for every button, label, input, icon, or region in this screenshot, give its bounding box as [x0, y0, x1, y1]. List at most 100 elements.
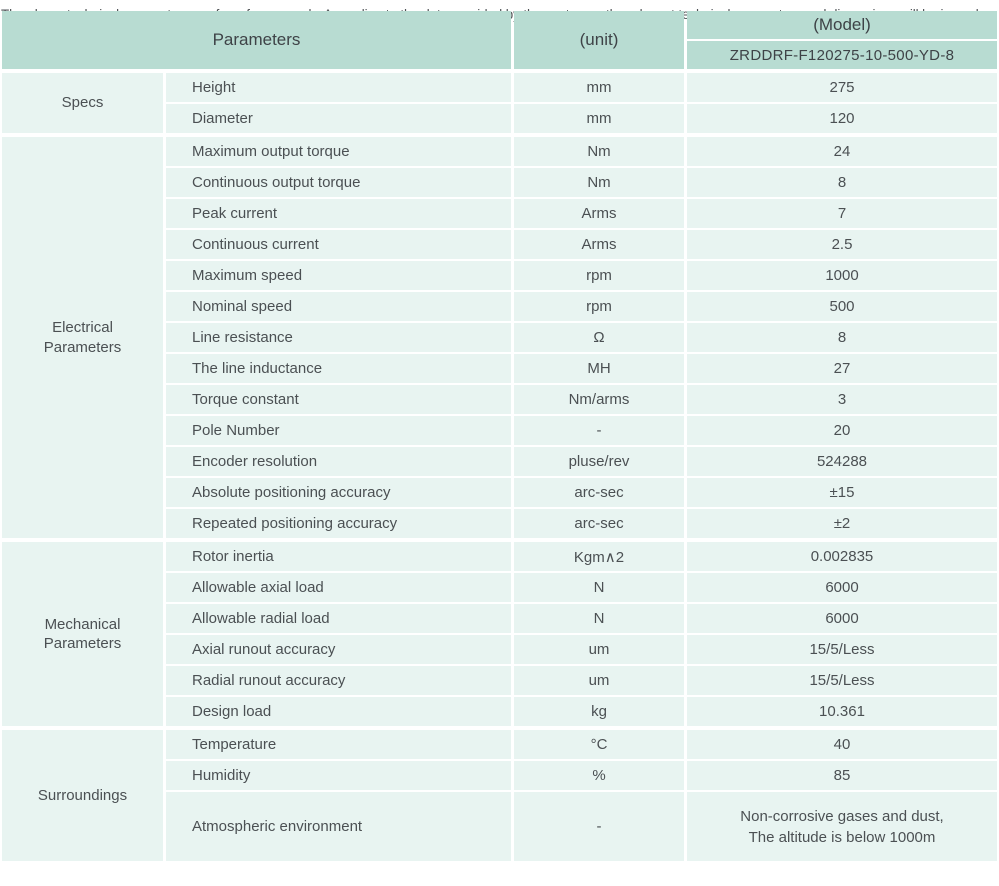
param-name: Atmospheric environment [166, 792, 511, 861]
param-value: 8 [687, 323, 997, 352]
param-name: Continuous current [166, 230, 511, 259]
table-row: Maximum speed rpm 1000 [166, 261, 997, 290]
header-parameters: Parameters [2, 11, 511, 69]
param-name: Humidity [166, 761, 511, 790]
param-unit: Nm [514, 137, 684, 166]
param-name: Rotor inertia [166, 542, 511, 571]
param-unit: mm [514, 73, 684, 102]
param-unit: N [514, 573, 684, 602]
section-label: Surroundings [2, 730, 163, 861]
param-unit: Kgm∧2 [514, 542, 684, 571]
param-unit: arc-sec [514, 509, 684, 538]
param-unit: mm [514, 104, 684, 133]
param-unit: arc-sec [514, 478, 684, 507]
param-name: Height [166, 73, 511, 102]
param-value: 27 [687, 354, 997, 383]
param-name: Continuous output torque [166, 168, 511, 197]
param-value: 6000 [687, 573, 997, 602]
param-value: 7 [687, 199, 997, 228]
param-unit: rpm [514, 292, 684, 321]
table-row: Maximum output torque Nm 24 [166, 137, 997, 166]
table-row: Height mm 275 [166, 73, 997, 102]
param-unit: Nm/arms [514, 385, 684, 414]
param-value: 120 [687, 104, 997, 133]
param-name: Nominal speed [166, 292, 511, 321]
param-value: Non-corrosive gases and dust, The altitu… [687, 792, 997, 861]
param-name: Diameter [166, 104, 511, 133]
spec-table: Parameters (unit) (Model) ZRDDRF-F120275… [2, 11, 997, 861]
param-value: ±2 [687, 509, 997, 538]
table-row: Diameter mm 120 [166, 104, 997, 133]
table-section: Specs Height mm 275 Diameter mm 120 [2, 73, 997, 133]
param-name: The line inductance [166, 354, 511, 383]
param-unit: Arms [514, 199, 684, 228]
section-rows: Rotor inertia Kgm∧2 0.002835 Allowable a… [166, 542, 997, 726]
param-name: Torque constant [166, 385, 511, 414]
table-row: Line resistance Ω 8 [166, 323, 997, 352]
section-rows: Maximum output torque Nm 24 Continuous o… [166, 137, 997, 538]
table-row: Continuous current Arms 2.5 [166, 230, 997, 259]
param-name: Maximum speed [166, 261, 511, 290]
section-rows: Height mm 275 Diameter mm 120 [166, 73, 997, 133]
table-section: Surroundings Temperature °C 40 Humidity … [2, 730, 997, 861]
section-label: Electrical Parameters [2, 137, 163, 538]
param-name: Allowable radial load [166, 604, 511, 633]
table-row: Absolute positioning accuracy arc-sec ±1… [166, 478, 997, 507]
param-unit: Nm [514, 168, 684, 197]
param-value: 15/5/Less [687, 635, 997, 664]
param-name: Axial runout accuracy [166, 635, 511, 664]
param-value: 15/5/Less [687, 666, 997, 695]
param-name: Allowable axial load [166, 573, 511, 602]
table-row: Atmospheric environment - Non-corrosive … [166, 792, 997, 861]
table-header: Parameters (unit) (Model) ZRDDRF-F120275… [2, 11, 997, 69]
param-name: Temperature [166, 730, 511, 759]
section-label: Mechanical Parameters [2, 542, 163, 726]
param-unit: kg [514, 697, 684, 726]
param-value: ±15 [687, 478, 997, 507]
header-model-label: (Model) [687, 11, 997, 39]
param-value: 10.361 [687, 697, 997, 726]
param-unit: rpm [514, 261, 684, 290]
section-label: Specs [2, 73, 163, 133]
table-row: Allowable axial load N 6000 [166, 573, 997, 602]
table-row: Continuous output torque Nm 8 [166, 168, 997, 197]
table-row: Radial runout accuracy um 15/5/Less [166, 666, 997, 695]
param-unit: Arms [514, 230, 684, 259]
header-model-value: ZRDDRF-F120275-10-500-YD-8 [687, 41, 997, 69]
param-unit: MH [514, 354, 684, 383]
param-value: 85 [687, 761, 997, 790]
param-name: Line resistance [166, 323, 511, 352]
table-row: Humidity % 85 [166, 761, 997, 790]
param-name: Repeated positioning accuracy [166, 509, 511, 538]
param-unit: °C [514, 730, 684, 759]
table-row: Design load kg 10.361 [166, 697, 997, 726]
table-section: Electrical Parameters Maximum output tor… [2, 137, 997, 538]
param-name: Absolute positioning accuracy [166, 478, 511, 507]
param-value: 0.002835 [687, 542, 997, 571]
table-row: Temperature °C 40 [166, 730, 997, 759]
param-value: 500 [687, 292, 997, 321]
header-model-column: (Model) ZRDDRF-F120275-10-500-YD-8 [687, 11, 997, 69]
param-name: Design load [166, 697, 511, 726]
table-row: The line inductance MH 27 [166, 354, 997, 383]
param-name: Peak current [166, 199, 511, 228]
param-value: 6000 [687, 604, 997, 633]
table-row: Pole Number - 20 [166, 416, 997, 445]
sections: Specs Height mm 275 Diameter mm 120 Elec… [2, 73, 997, 861]
param-name: Maximum output torque [166, 137, 511, 166]
table-row: Peak current Arms 7 [166, 199, 997, 228]
table-row: Torque constant Nm/arms 3 [166, 385, 997, 414]
param-name: Pole Number [166, 416, 511, 445]
param-value: 20 [687, 416, 997, 445]
param-value: 524288 [687, 447, 997, 476]
table-row: Allowable radial load N 6000 [166, 604, 997, 633]
param-unit: N [514, 604, 684, 633]
table-row: Encoder resolution pluse/rev 524288 [166, 447, 997, 476]
param-unit: um [514, 666, 684, 695]
param-value: 40 [687, 730, 997, 759]
param-unit: um [514, 635, 684, 664]
param-unit: - [514, 792, 684, 861]
section-rows: Temperature °C 40 Humidity % 85 Atmosphe… [166, 730, 997, 861]
param-value: 1000 [687, 261, 997, 290]
param-unit: % [514, 761, 684, 790]
